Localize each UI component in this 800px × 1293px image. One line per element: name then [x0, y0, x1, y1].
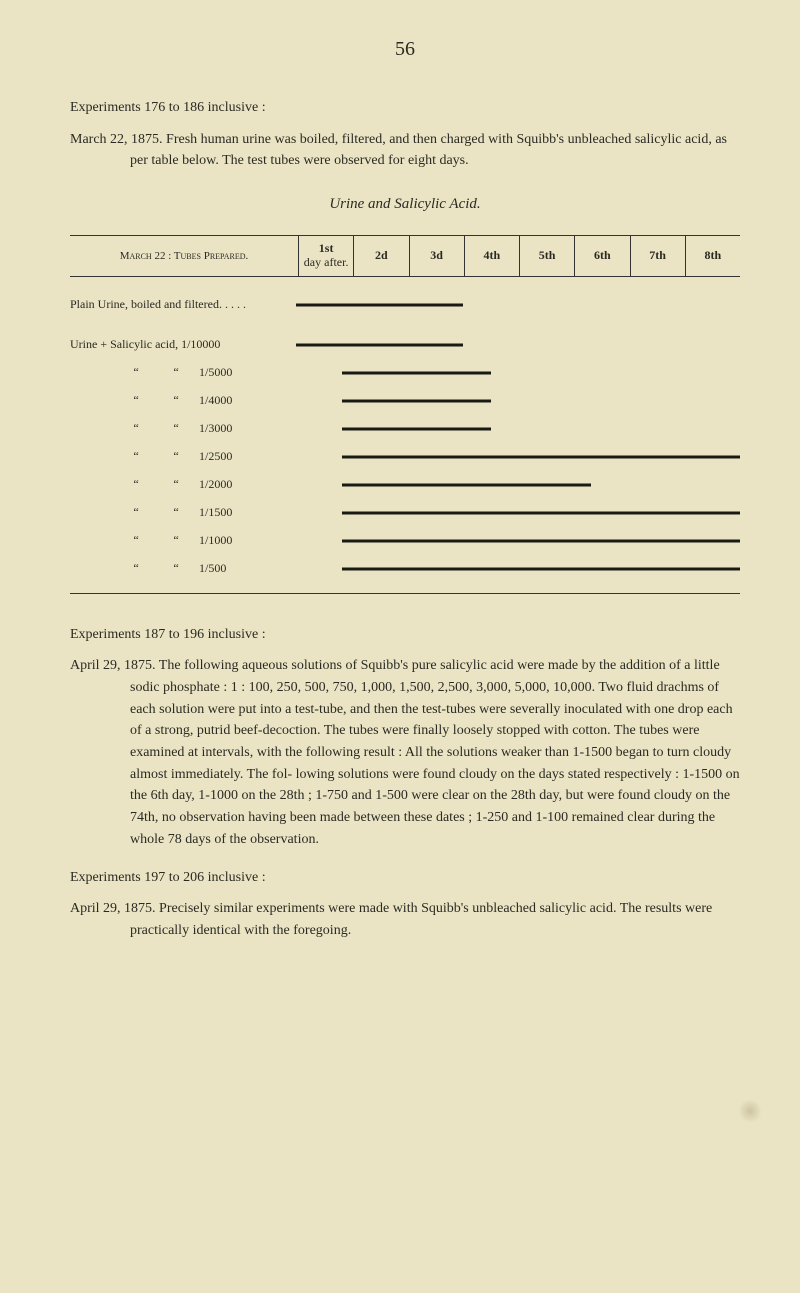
para2-l1: April 29, 1875. The following aqueous so…	[70, 658, 544, 673]
chart-header-cols: 1stday after.2d3d4th5th6th7th8th	[298, 236, 740, 276]
para-1-body: March 22, 1875. Fresh human urine was bo…	[70, 129, 740, 172]
chart-col-head-4: 5th	[519, 236, 574, 276]
chart-row-4: ““ 1/3000	[70, 415, 740, 443]
chart-row-5: ““ 1/2500	[70, 443, 740, 471]
chart-bar-5	[342, 455, 740, 458]
page-stain	[738, 1099, 762, 1123]
chart-col-head-5: 6th	[574, 236, 629, 276]
chart-bar-area-1	[296, 331, 740, 359]
chart-row-label-8: ““ 1/1000	[70, 533, 342, 548]
chart-bar-area-6	[342, 471, 740, 499]
chart-row-0: Plain Urine, boiled and filtered. . . . …	[70, 291, 740, 319]
para-3-head: Experiments 197 to 206 inclusive :	[70, 867, 740, 889]
chart-row-6: ““ 1/2000	[70, 471, 740, 499]
table-title: Urine and Salicylic Acid.	[70, 196, 740, 213]
chart-col-head-6: 7th	[630, 236, 685, 276]
chart-col-head-1: 2d	[353, 236, 408, 276]
chart-row-label-0: Plain Urine, boiled and filtered. . . . …	[70, 297, 296, 312]
chart-bar-7	[342, 511, 740, 514]
para-2-head: Experiments 187 to 196 inclusive :	[70, 624, 740, 646]
chart-row-3: ““ 1/4000	[70, 387, 740, 415]
chart-bar-9	[342, 567, 740, 570]
chart-col-head-3: 4th	[464, 236, 519, 276]
para-2-body: April 29, 1875. The following aqueous so…	[70, 655, 740, 850]
chart-row-7: ““ 1/1500	[70, 499, 740, 527]
chart-bar-area-5	[342, 443, 740, 471]
para1-l3: eight days.	[408, 153, 469, 168]
para-3-body: April 29, 1875. Precisely similar experi…	[70, 898, 740, 941]
chart-header-row: March 22 : Tubes Prepared. 1stday after.…	[70, 236, 740, 277]
chart-bar-2	[342, 371, 491, 374]
chart-col-head-7: 8th	[685, 236, 740, 276]
chart-col-head-0: 1stday after.	[298, 236, 353, 276]
chart-row-9: ““ 1/500	[70, 555, 740, 583]
chart-row-label-7: ““ 1/1500	[70, 505, 342, 520]
chart-row-label-9: ““ 1/500	[70, 561, 342, 576]
chart-bar-1	[296, 343, 463, 346]
chart-row-label-2: ““ 1/5000	[70, 365, 342, 380]
para-1-lead: Experiments 176 to 186 inclusive :	[70, 97, 740, 119]
chart-row-label-3: ““ 1/4000	[70, 393, 342, 408]
chart-bar-area-4	[342, 415, 740, 443]
page-number: 56	[70, 38, 740, 61]
chart-row-1: Urine + Salicylic acid, 1/10000	[70, 331, 740, 359]
chart-body: Plain Urine, boiled and filtered. . . . …	[70, 277, 740, 593]
chart-bar-area-9	[342, 555, 740, 583]
chart-bar-3	[342, 399, 491, 402]
chart-row-2: ““ 1/5000	[70, 359, 740, 387]
bar-chart: March 22 : Tubes Prepared. 1stday after.…	[70, 235, 740, 594]
para2-l4: into a test-tube, and then the test-tube…	[260, 702, 704, 717]
chart-bar-area-7	[342, 499, 740, 527]
chart-row-8: ““ 1/1000	[70, 527, 740, 555]
para3-l1: April 29, 1875. Precisely similar experi…	[70, 901, 536, 916]
chart-bar-area-2	[342, 359, 740, 387]
chart-col-head-2: 3d	[409, 236, 464, 276]
chart-bar-6	[342, 483, 591, 486]
chart-row-label-4: ““ 1/3000	[70, 421, 342, 436]
para1-l1: March 22, 1875. Fresh human urine was bo…	[70, 132, 564, 147]
chart-bar-8	[342, 539, 740, 542]
chart-row-label-6: ““ 1/2000	[70, 477, 342, 492]
chart-bar-area-0	[296, 291, 740, 319]
chart-bar-0	[296, 303, 463, 306]
chart-row-label-5: ““ 1/2500	[70, 449, 342, 464]
chart-header-label: March 22 : Tubes Prepared.	[70, 236, 298, 276]
chart-bar-area-3	[342, 387, 740, 415]
chart-bar-area-8	[342, 527, 740, 555]
chart-bar-4	[342, 427, 491, 430]
para2-l9: 6th day, 1-1000 on the 28th ; 1-750 and …	[151, 788, 615, 803]
chart-row-label-1: Urine + Salicylic acid, 1/10000	[70, 337, 296, 352]
